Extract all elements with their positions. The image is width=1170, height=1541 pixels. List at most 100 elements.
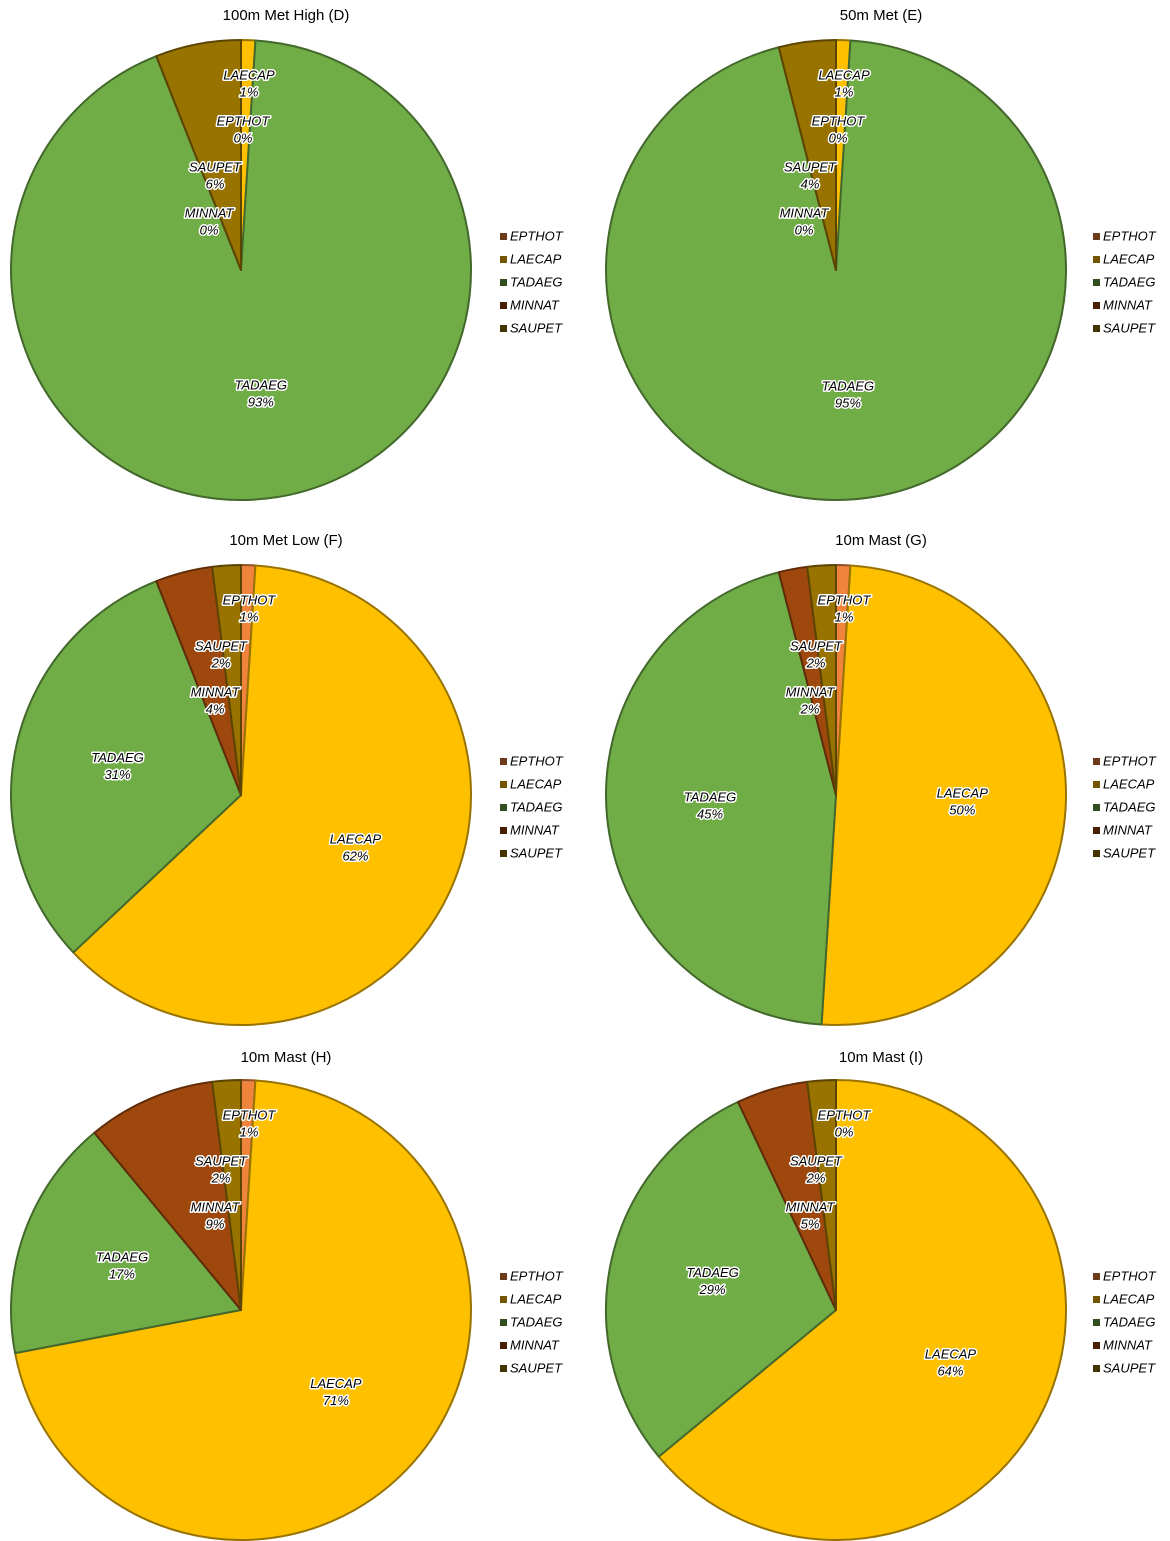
slice-label: EPTHOT <box>812 113 866 128</box>
legend-label: EPTHOT <box>510 753 564 768</box>
chart-title: 10m Mast (I) <box>839 1049 923 1066</box>
slice-value-label: 6% <box>206 176 225 191</box>
legend-marker <box>500 850 507 857</box>
legend-marker <box>500 1319 507 1326</box>
legend-marker <box>1093 1319 1100 1326</box>
slice-label: MINNAT <box>786 684 836 699</box>
slice-label: SAUPET <box>195 1153 248 1168</box>
chart-title: 50m Met (E) <box>840 7 923 24</box>
pie-slice <box>777 39 837 271</box>
chart-title: 10m Mast (G) <box>835 532 927 549</box>
slice-label: EPTHOT <box>818 1107 872 1122</box>
legend-label: SAUPET <box>510 1360 563 1375</box>
slice-value-label: 2% <box>806 1170 826 1185</box>
legend-marker <box>1093 1296 1100 1303</box>
pie-slice <box>72 564 472 1026</box>
slice-label: LAECAP <box>818 67 870 82</box>
slice-label: TADAEG <box>91 750 144 765</box>
slice-label: SAUPET <box>790 638 843 653</box>
slice-label: LAECAP <box>310 1376 362 1391</box>
slice-label: LAECAP <box>330 831 382 846</box>
slice-value-label: 4% <box>801 176 820 191</box>
legend-label: MINNAT <box>1103 297 1153 312</box>
legend-label: MINNAT <box>510 1337 560 1352</box>
pie-slice <box>605 571 837 1026</box>
slice-label: LAECAP <box>937 785 989 800</box>
slice-value-label: 5% <box>801 1216 820 1231</box>
legend-marker <box>500 758 507 765</box>
slice-value-label: 1% <box>835 84 854 99</box>
legend-marker <box>500 256 507 263</box>
legend-marker <box>500 279 507 286</box>
pie-slice <box>10 580 242 954</box>
slice-label: MINNAT <box>191 684 241 699</box>
legend-label: SAUPET <box>1103 320 1156 335</box>
pie-slice <box>10 1131 242 1355</box>
legend-label: TADAEG <box>1103 1314 1156 1329</box>
legend-marker <box>1093 256 1100 263</box>
slice-label: EPTHOT <box>217 113 271 128</box>
slice-value-label: 9% <box>206 1216 225 1231</box>
slice-label: TADAEG <box>822 378 875 393</box>
pie-chart: 10m Met Low (F) LAECAP 62% EPTHOT 1% SAUPET 2%… <box>10 532 564 1026</box>
pie-slice <box>820 564 1067 1026</box>
pie-slice <box>211 564 242 796</box>
slice-label: TADAEG <box>684 789 737 804</box>
legend-label: EPTHOT <box>1103 228 1157 243</box>
legend-marker <box>1093 781 1100 788</box>
legend-marker <box>500 325 507 332</box>
legend-marker <box>500 1273 507 1280</box>
legend-marker <box>1093 804 1100 811</box>
slice-value-label: 95% <box>835 395 861 410</box>
slice-value-label: 29% <box>699 1282 726 1297</box>
pie-slice <box>14 1079 472 1541</box>
chart-title: 10m Mast (H) <box>241 1049 332 1066</box>
legend-label: MINNAT <box>1103 1337 1153 1352</box>
pie-chart: 10m Mast (H) LAECAP 71% EPTHOT 1% SAUPET 2% MIN… <box>10 1049 564 1541</box>
slice-value-label: 2% <box>211 655 231 670</box>
legend-label: SAUPET <box>510 845 563 860</box>
legend-label: MINNAT <box>510 297 560 312</box>
pie-slice <box>211 1078 242 1311</box>
legend-marker <box>500 1342 507 1349</box>
legend-marker <box>1093 1365 1100 1372</box>
slice-value-label: 1% <box>240 84 259 99</box>
legend-marker <box>1093 233 1100 240</box>
legend-label: MINNAT <box>1103 822 1153 837</box>
slice-label: SAUPET <box>790 1153 843 1168</box>
slice-value-label: 0% <box>835 1124 854 1139</box>
slice-value-label: 50% <box>949 802 975 817</box>
legend-label: EPTHOT <box>1103 1268 1157 1283</box>
chart-title: 10m Met Low (F) <box>229 532 342 549</box>
chart-title: 100m Met High (D) <box>223 7 350 24</box>
slice-value-label: 2% <box>800 701 820 716</box>
legend-marker <box>500 827 507 834</box>
slice-label: EPTHOT <box>223 1107 277 1122</box>
legend-label: EPTHOT <box>510 228 564 243</box>
pie-slice <box>155 39 242 271</box>
slice-value-label: 17% <box>109 1267 135 1282</box>
legend-marker <box>500 1296 507 1303</box>
legend-label: TADAEG <box>510 799 563 814</box>
slice-label: MINNAT <box>185 205 235 220</box>
slice-label: MINNAT <box>780 205 830 220</box>
slice-value-label: 62% <box>342 848 368 863</box>
slice-value-label: 45% <box>697 806 723 821</box>
legend-marker <box>1093 302 1100 309</box>
legend-marker <box>1093 758 1100 765</box>
legend-marker <box>500 233 507 240</box>
slice-value-label: 1% <box>240 609 259 624</box>
slice-value-label: 64% <box>937 1363 963 1378</box>
legend-label: LAECAP <box>510 1291 562 1306</box>
legend-label: SAUPET <box>1103 845 1156 860</box>
slice-label: LAECAP <box>925 1346 977 1361</box>
pie-chart: 10m Mast (G) LAECAP 50% EPTHOT 1% SAUPET 2% MIN… <box>605 532 1157 1026</box>
legend-marker <box>1093 1273 1100 1280</box>
slice-value-label: 4% <box>206 701 225 716</box>
legend-label: EPTHOT <box>1103 753 1157 768</box>
legend-marker <box>1093 279 1100 286</box>
slice-value-label: 71% <box>323 1393 349 1408</box>
legend-marker <box>1093 325 1100 332</box>
slice-value-label: 93% <box>248 394 274 409</box>
